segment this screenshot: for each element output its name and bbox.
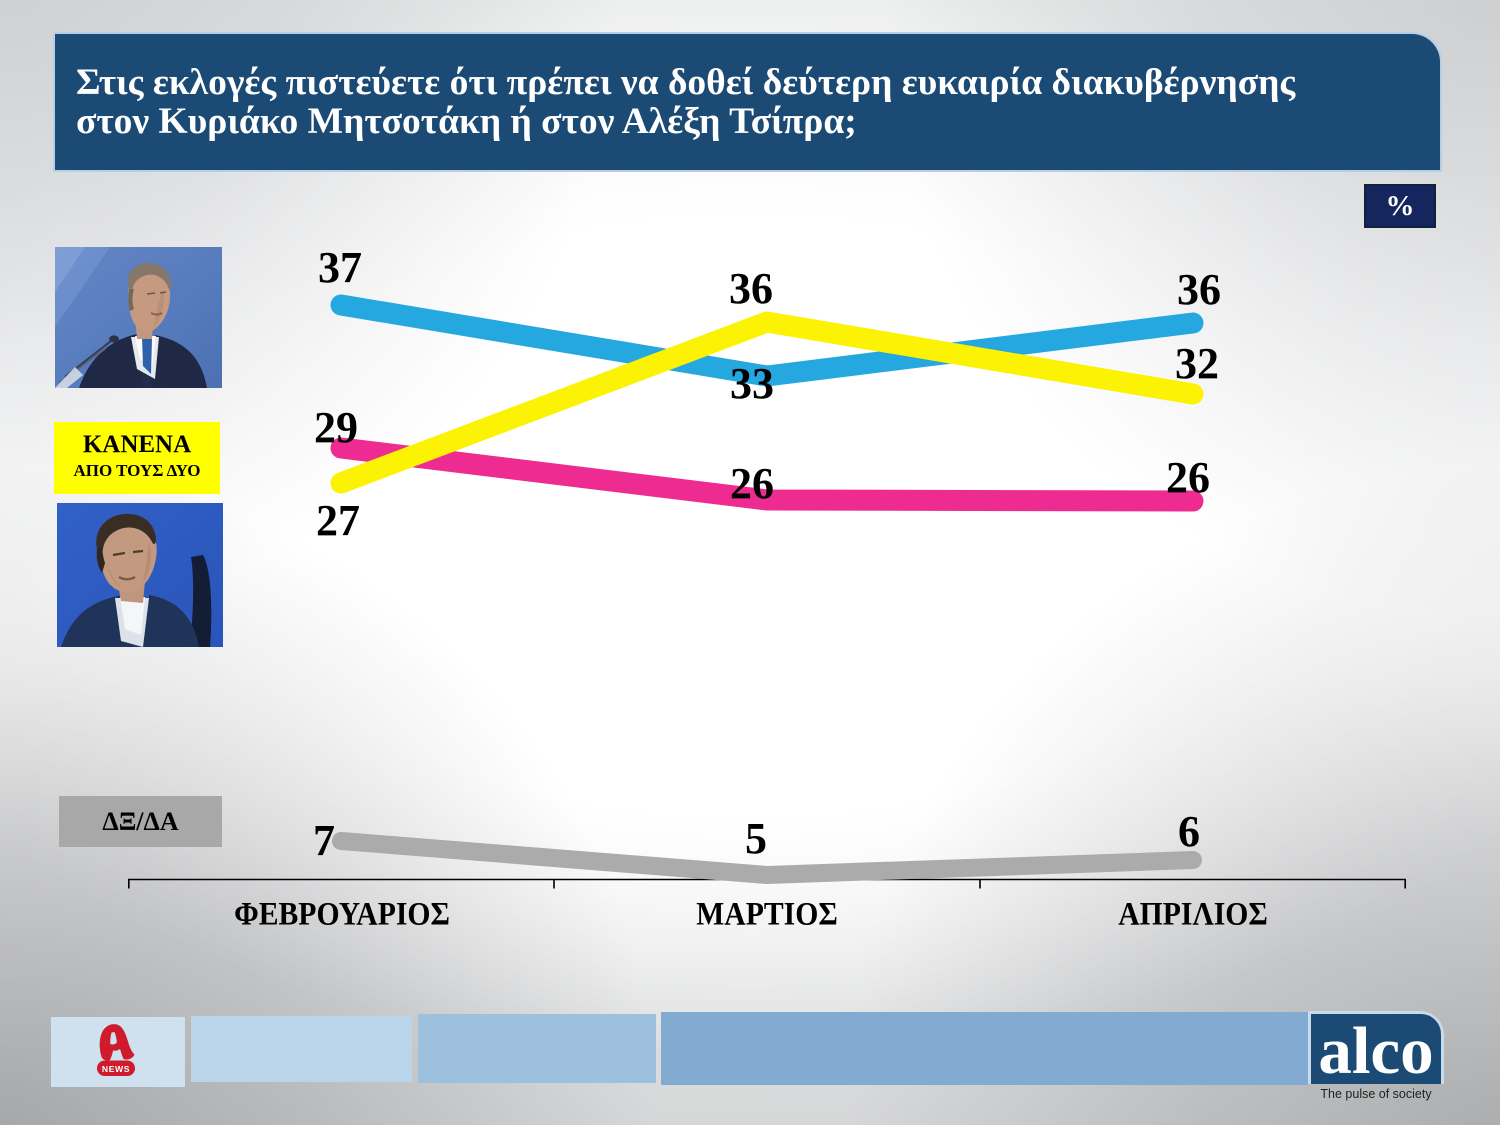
svg-text:NEWS: NEWS — [102, 1064, 130, 1074]
